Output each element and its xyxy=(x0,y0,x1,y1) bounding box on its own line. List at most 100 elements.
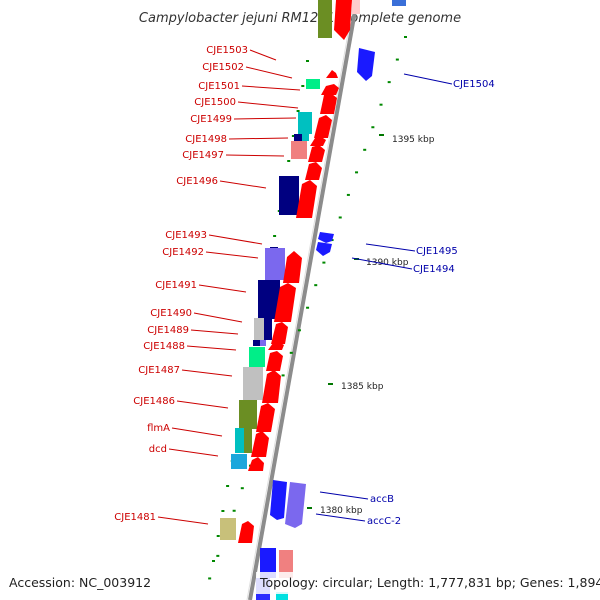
feature-arrow[interactable] xyxy=(285,482,306,528)
feature-box[interactable] xyxy=(279,176,299,215)
feature-box[interactable] xyxy=(291,141,307,159)
track-mark xyxy=(226,485,230,487)
feature-box[interactable] xyxy=(220,518,236,540)
feature-arrow[interactable] xyxy=(321,84,339,95)
gene-label[interactable]: CJE1494 xyxy=(413,264,455,275)
track-mark xyxy=(296,110,300,112)
feature-arrow[interactable] xyxy=(271,322,288,344)
feature-box[interactable] xyxy=(235,428,245,453)
feature-arrow[interactable] xyxy=(238,521,254,543)
feature-box[interactable] xyxy=(231,454,247,469)
track-mark xyxy=(281,374,285,377)
gene-label[interactable]: accB xyxy=(370,494,394,505)
feature-box[interactable] xyxy=(253,340,260,346)
feature-arrow[interactable] xyxy=(326,70,338,78)
feature-arrow[interactable] xyxy=(305,162,322,180)
gene-label[interactable]: CJE1504 xyxy=(453,79,495,90)
track-mark xyxy=(306,306,310,309)
feature-arrow[interactable] xyxy=(334,0,352,40)
gene-label[interactable]: CJE1503 xyxy=(206,45,248,56)
feature-arrow[interactable] xyxy=(296,180,317,218)
gene-label[interactable]: CJE1496 xyxy=(176,176,218,187)
gene-label[interactable]: CJE1493 xyxy=(165,230,207,241)
leader-line xyxy=(245,66,293,79)
feature-box[interactable] xyxy=(243,367,263,400)
feature-arrow[interactable] xyxy=(256,403,275,432)
gene-label[interactable]: CJE1502 xyxy=(202,62,244,73)
gene-label[interactable]: CJE1487 xyxy=(138,365,180,376)
feature-box[interactable] xyxy=(298,112,312,134)
track-mark xyxy=(355,171,359,174)
feature-arrow[interactable] xyxy=(266,351,283,371)
feature-box[interactable] xyxy=(392,0,406,6)
feature-arrow[interactable] xyxy=(308,145,325,162)
gene-label[interactable]: CJE1497 xyxy=(182,150,224,161)
leader-line xyxy=(181,369,233,377)
feature-box[interactable] xyxy=(264,318,272,340)
track-mark xyxy=(346,193,350,196)
feature-box[interactable] xyxy=(352,0,360,14)
kbp-label: 1395 kbp xyxy=(392,135,435,145)
feature-arrow[interactable] xyxy=(268,342,284,350)
feature-box[interactable] xyxy=(239,400,257,429)
feature-box[interactable] xyxy=(249,347,265,367)
leader-line xyxy=(168,448,219,457)
topology-text: Topology: circular; Length: 1,777,831 bp… xyxy=(259,575,600,590)
feature-arrow[interactable] xyxy=(318,232,334,243)
feature-box[interactable] xyxy=(260,548,276,578)
feature-box[interactable] xyxy=(276,592,288,600)
gene-label[interactable]: CJE1499 xyxy=(190,114,232,125)
feature-box[interactable] xyxy=(306,79,320,89)
gene-label[interactable]: CJE1489 xyxy=(147,325,189,336)
feature-arrow[interactable] xyxy=(357,48,375,81)
feature-arrow[interactable] xyxy=(310,136,326,146)
feature-box[interactable] xyxy=(318,0,332,38)
gene-label[interactable]: CJE1481 xyxy=(114,512,156,523)
track-mark xyxy=(221,510,225,512)
gene-label[interactable]: CJE1501 xyxy=(198,81,240,92)
feature-box[interactable] xyxy=(294,134,302,141)
track-mark xyxy=(208,577,212,580)
leader-line xyxy=(315,513,366,522)
forward-features xyxy=(220,0,360,543)
feature-arrow[interactable] xyxy=(283,251,302,283)
feature-box[interactable] xyxy=(244,428,252,453)
track-mark xyxy=(291,135,295,137)
leader-line xyxy=(403,73,453,85)
feature-arrow[interactable] xyxy=(270,480,287,520)
gene-label[interactable]: dcd xyxy=(149,444,167,455)
feature-arrow[interactable] xyxy=(316,242,332,256)
accession-text: Accession: NC_003912 xyxy=(9,575,151,590)
gene-label[interactable]: flmA xyxy=(147,423,170,434)
gene-label[interactable]: CJE1491 xyxy=(155,280,197,291)
feature-box[interactable] xyxy=(260,340,266,346)
gene-label[interactable]: CJE1498 xyxy=(185,134,227,145)
feature-arrow[interactable] xyxy=(320,94,337,114)
leader-line xyxy=(193,312,243,323)
track-mark xyxy=(379,103,383,106)
track-mark xyxy=(395,58,399,61)
gene-label[interactable]: CJE1486 xyxy=(133,396,175,407)
leader-line xyxy=(157,516,209,525)
gene-label[interactable]: CJE1500 xyxy=(194,97,236,108)
feature-box[interactable] xyxy=(302,134,309,141)
leader-line xyxy=(205,251,259,259)
feature-arrow[interactable] xyxy=(314,115,332,138)
track-mark xyxy=(216,554,220,557)
feature-box[interactable] xyxy=(258,280,280,319)
feature-arrow[interactable] xyxy=(251,431,269,457)
gene-label[interactable]: CJE1488 xyxy=(143,341,185,352)
feature-box[interactable] xyxy=(254,318,266,340)
track-mark xyxy=(387,81,391,84)
feature-arrow[interactable] xyxy=(274,283,296,322)
feature-arrow[interactable] xyxy=(262,370,281,403)
feature-box[interactable] xyxy=(265,248,285,280)
leader-line xyxy=(219,180,267,189)
feature-box[interactable] xyxy=(279,550,293,578)
gene-label[interactable]: CJE1492 xyxy=(162,247,204,258)
gene-label[interactable]: CJE1495 xyxy=(416,246,458,257)
feature-arrow[interactable] xyxy=(248,457,264,471)
kbp-label: 1390 kbp xyxy=(366,258,409,268)
gene-label[interactable]: CJE1490 xyxy=(150,308,192,319)
gene-label[interactable]: accC-2 xyxy=(367,516,401,527)
